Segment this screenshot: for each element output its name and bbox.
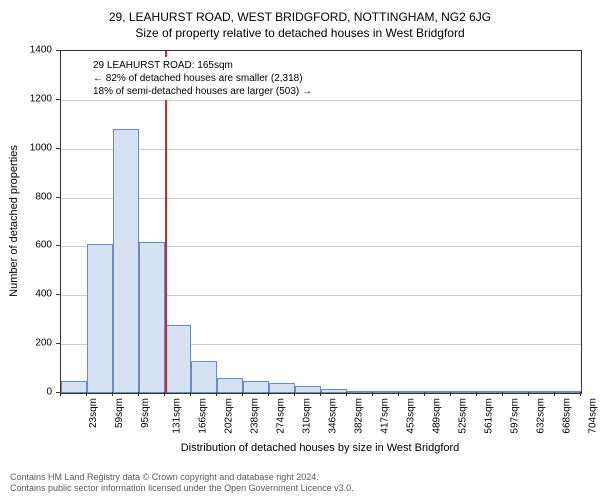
histogram-bar <box>217 378 243 393</box>
x-tick-mark <box>346 392 347 396</box>
x-tick-mark <box>138 392 139 396</box>
y-tick-label: 1000 <box>30 142 52 153</box>
x-tick-mark <box>294 392 295 396</box>
x-tick-mark <box>528 392 529 396</box>
x-tick-mark <box>216 392 217 396</box>
annotation-line: 29 LEAHURST ROAD: 165sqm <box>93 59 312 72</box>
y-tick-label: 200 <box>35 338 52 349</box>
x-tick-mark <box>268 392 269 396</box>
plot-area: 29 LEAHURST ROAD: 165sqm← 82% of detache… <box>60 50 582 394</box>
x-tick-label: 489sqm <box>432 398 443 434</box>
x-tick-label: 23sqm <box>88 398 99 428</box>
x-tick-mark <box>398 392 399 396</box>
x-tick-label: 417sqm <box>380 398 391 434</box>
x-tick-mark <box>86 392 87 396</box>
chart-container: 29, LEAHURST ROAD, WEST BRIDGFORD, NOTTI… <box>0 0 600 500</box>
y-tick-label: 1400 <box>30 45 52 56</box>
grid-line <box>61 149 581 150</box>
grid-line <box>61 198 581 199</box>
x-tick-label: 202sqm <box>224 398 235 434</box>
x-tick-label: 453sqm <box>406 398 417 434</box>
x-tick-label: 238sqm <box>250 398 261 434</box>
x-tick-label: 166sqm <box>198 398 209 434</box>
x-tick-label: 561sqm <box>484 398 495 434</box>
x-tick-mark <box>580 392 581 396</box>
footer-attribution: Contains HM Land Registry data © Crown c… <box>10 472 354 494</box>
x-tick-label: 310sqm <box>302 398 313 434</box>
x-tick-label: 59sqm <box>114 398 125 428</box>
x-tick-label: 382sqm <box>354 398 365 434</box>
annotation-line: 18% of semi-detached houses are larger (… <box>93 85 312 98</box>
x-tick-label: 668sqm <box>562 398 573 434</box>
x-tick-mark <box>164 392 165 396</box>
x-tick-mark <box>60 392 61 396</box>
y-tick-label: 400 <box>35 289 52 300</box>
title-sub: Size of property relative to detached ho… <box>0 24 600 40</box>
x-tick-label: 597sqm <box>510 398 521 434</box>
x-tick-label: 704sqm <box>588 398 599 434</box>
y-tick-label: 600 <box>35 240 52 251</box>
reference-line <box>165 51 167 393</box>
histogram-bar <box>139 242 165 393</box>
x-tick-mark <box>242 392 243 396</box>
x-axis-ticks: 23sqm 59sqm 95sqm 131sqm 166sqm 202sqm 238sqm 2… <box>60 392 580 442</box>
x-tick-mark <box>424 392 425 396</box>
x-tick-mark <box>372 392 373 396</box>
footer-line-1: Contains HM Land Registry data © Crown c… <box>10 472 354 483</box>
histogram-bar <box>113 129 139 393</box>
y-tick-label: 0 <box>46 387 52 398</box>
title-main: 29, LEAHURST ROAD, WEST BRIDGFORD, NOTTI… <box>0 0 600 24</box>
histogram-bar <box>191 361 217 393</box>
x-tick-mark <box>190 392 191 396</box>
x-tick-label: 274sqm <box>276 398 287 434</box>
x-tick-mark <box>112 392 113 396</box>
x-axis-label: Distribution of detached houses by size … <box>60 442 580 454</box>
x-tick-mark <box>450 392 451 396</box>
footer-line-2: Contains public sector information licen… <box>10 483 354 494</box>
x-tick-mark <box>502 392 503 396</box>
x-tick-label: 632sqm <box>536 398 547 434</box>
histogram-bar <box>165 325 191 393</box>
y-tick-label: 800 <box>35 191 52 202</box>
annotation-box: 29 LEAHURST ROAD: 165sqm← 82% of detache… <box>89 57 316 100</box>
x-tick-mark <box>320 392 321 396</box>
x-tick-label: 95sqm <box>140 398 151 428</box>
x-tick-mark <box>476 392 477 396</box>
y-axis-ticks: 0200400600800100012001400 <box>0 50 56 392</box>
x-tick-label: 525sqm <box>458 398 469 434</box>
histogram-bar <box>87 244 113 393</box>
y-tick-label: 1200 <box>30 93 52 104</box>
x-tick-mark <box>554 392 555 396</box>
annotation-line: ← 82% of detached houses are smaller (2,… <box>93 72 312 85</box>
x-tick-label: 131sqm <box>172 398 183 434</box>
x-tick-label: 346sqm <box>328 398 339 434</box>
